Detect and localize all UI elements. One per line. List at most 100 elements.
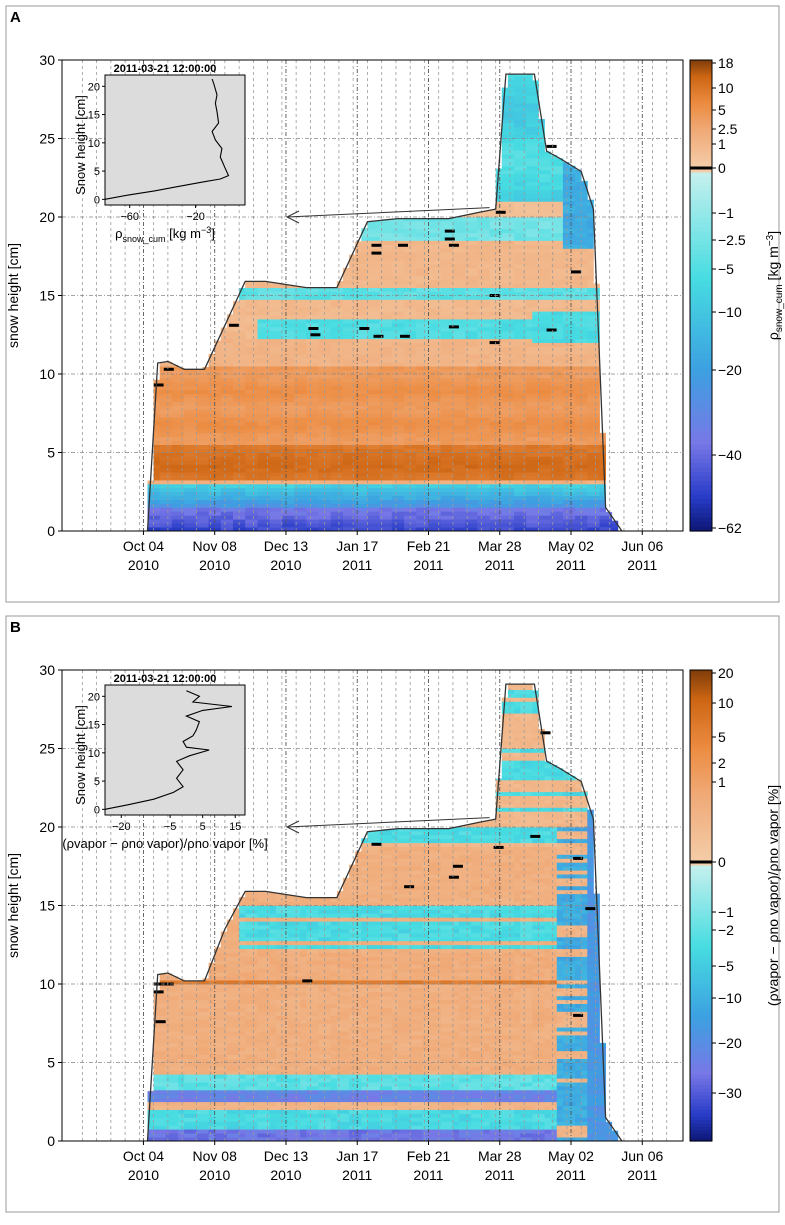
heatmap-cell (404, 271, 411, 277)
heatmap-cell (281, 448, 289, 453)
heatmap-cell (361, 480, 368, 485)
heatmap-cell (336, 511, 344, 516)
heatmap-cell (465, 330, 472, 336)
heatmap-cell (459, 366, 466, 371)
heatmap-cell (538, 220, 545, 226)
heatmap-cell (171, 480, 179, 485)
heatmap-cell (294, 468, 301, 473)
heatmap-cell (562, 397, 570, 402)
heatmap-cell (281, 444, 289, 449)
heatmap-cell (452, 468, 460, 473)
heatmap-cell (208, 480, 216, 485)
heatmap-cell (428, 519, 435, 524)
heatmap-cell (220, 476, 228, 481)
heatmap-cell (483, 213, 490, 218)
heatmap-cell (288, 523, 295, 528)
heatmap-cell (495, 456, 503, 461)
heatmap-cell (459, 483, 466, 489)
heatmap-cell (514, 220, 521, 226)
heatmap-cell (422, 370, 429, 375)
heatmap-cell (226, 374, 234, 379)
heatmap-cell (471, 354, 478, 359)
heatmap-cell (263, 346, 271, 351)
heatmap-cell (336, 523, 344, 528)
heatmap-cell (550, 189, 558, 194)
heatmap-cell (428, 527, 435, 532)
heatmap-cell (514, 256, 521, 261)
heatmap-cell (526, 228, 533, 234)
heatmap-cell (379, 323, 387, 328)
heatmap-cell (526, 299, 533, 304)
heatmap-cell (446, 303, 454, 308)
heatmap-cell (416, 319, 423, 324)
heatmap-cell (452, 381, 460, 387)
heatmap-cell (226, 326, 234, 332)
heatmap-cell (336, 413, 344, 418)
heatmap-cell (483, 436, 490, 442)
heatmap-cell (446, 483, 454, 489)
heatmap-cell (562, 169, 570, 175)
heatmap-cell (471, 523, 478, 528)
heatmap-cell (349, 397, 356, 402)
heatmap-cell (410, 432, 417, 438)
heatmap-cell (269, 401, 277, 406)
heatmap-cell (446, 224, 454, 230)
heatmap-cell (202, 393, 209, 398)
heatmap-cell (428, 319, 435, 324)
heatmap-cell (263, 464, 271, 469)
heatmap-cell (538, 499, 545, 504)
heatmap-cell (343, 389, 350, 394)
heatmap-cell (477, 385, 484, 391)
heatmap-cell (318, 495, 325, 500)
heatmap-cell (526, 240, 533, 245)
heatmap-cell (385, 425, 393, 430)
heatmap-cell (526, 507, 533, 512)
heatmap-cell (520, 436, 527, 442)
heatmap-cell (300, 432, 307, 438)
heatmap-cell (355, 303, 362, 308)
heatmap-cell (391, 452, 399, 457)
heatmap-cell (324, 460, 332, 465)
heatmap-cell (410, 377, 417, 383)
heatmap-cell (526, 232, 533, 237)
heatmap-cell (257, 370, 264, 375)
heatmap-cell (214, 448, 222, 453)
heatmap-cell (471, 315, 478, 320)
heatmap-cell (532, 213, 539, 218)
heatmap-cell (434, 385, 442, 391)
heatmap-cell (532, 401, 539, 406)
heatmap-cell (190, 405, 197, 410)
heatmap-cell (422, 487, 429, 493)
heatmap-cell (251, 428, 258, 434)
heatmap-cell (422, 507, 429, 512)
heatmap-cell (562, 315, 570, 320)
heatmap-cell (501, 374, 509, 379)
heatmap-cell (459, 472, 466, 477)
heatmap-cell (379, 350, 387, 355)
heatmap-cell (501, 114, 509, 120)
heatmap-cell (398, 428, 405, 434)
heatmap-cell (550, 201, 558, 206)
heatmap-cell (489, 421, 497, 426)
heatmap-cell (220, 468, 228, 473)
heatmap-cell (165, 487, 173, 493)
heatmap-cell (233, 362, 240, 367)
heatmap-cell (562, 448, 570, 453)
heatmap-cell (538, 311, 545, 316)
heatmap-cell (312, 323, 319, 328)
heatmap-cell (269, 397, 277, 402)
heatmap-cell (184, 491, 191, 497)
heatmap-cell (361, 319, 368, 324)
heatmap-cell (257, 287, 264, 292)
heatmap-cell (202, 511, 209, 516)
heatmap-cell (538, 205, 545, 210)
heatmap-cell (373, 346, 380, 351)
heatmap-cell (434, 303, 442, 308)
heatmap-cell (171, 421, 179, 426)
heatmap-cell (349, 283, 356, 288)
heatmap-cell (153, 460, 161, 465)
heatmap-cell (196, 464, 203, 469)
heatmap-cell (459, 495, 466, 500)
heatmap-cell (263, 283, 271, 288)
heatmap-cell (349, 491, 356, 497)
